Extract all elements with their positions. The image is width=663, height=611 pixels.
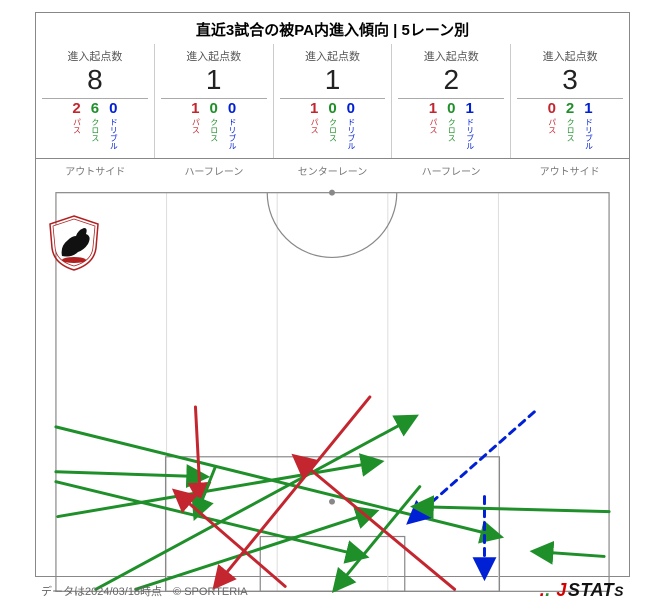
cross-arrow: [56, 472, 205, 477]
pass-count: 1: [429, 101, 437, 116]
chart-title: 直近3試合の被PA内進入傾向 | 5レーン別: [36, 13, 629, 44]
lane-total: 3: [517, 64, 623, 99]
lane-total: 1: [161, 64, 267, 99]
dribble-count: 1: [584, 101, 592, 116]
cross-arrow: [58, 462, 380, 517]
lane-name: アウトサイド: [510, 159, 629, 182]
cross-arrow: [415, 507, 609, 512]
pass-arrow: [215, 397, 369, 586]
cross-count: 0: [210, 101, 218, 116]
lane-stat: 進入起点数 8 2 パス 6 クロス 0 ドリブル: [36, 44, 154, 158]
lane-name: ハーフレーン: [392, 159, 511, 182]
lane-stat: 進入起点数 1 1 パス 0 クロス 0 ドリブル: [273, 44, 392, 158]
cross-label: クロス: [210, 118, 218, 142]
pitch-area: [36, 182, 629, 602]
lane-stat: 進入起点数 3 0 パス 2 クロス 1 ドリブル: [510, 44, 629, 158]
cross-arrow: [534, 551, 604, 556]
lane-stat-label: 進入起点数: [517, 48, 623, 64]
pass-label: パス: [73, 118, 81, 134]
dribble-label: ドリブル: [584, 118, 592, 150]
lane-breakdown: 1 パス 0 クロス 1 ドリブル: [398, 101, 504, 150]
team-logo: [48, 214, 100, 272]
lane-name: ハーフレーン: [155, 159, 274, 182]
lane-total: 2: [398, 64, 504, 99]
dribble-count: 0: [347, 101, 355, 116]
cross-label: クロス: [566, 118, 574, 142]
lane-stats-row: 進入起点数 8 2 パス 6 クロス 0 ドリブル 進入起点数 1 1 パス: [36, 44, 629, 159]
cross-label: クロス: [328, 118, 336, 142]
lane-names-row: アウトサイドハーフレーンセンターレーンハーフレーンアウトサイド: [36, 159, 629, 182]
dribble-count: 1: [465, 101, 473, 116]
lane-breakdown: 1 パス 0 クロス 0 ドリブル: [161, 101, 267, 150]
dribble-arrow: [410, 412, 535, 522]
pitch-svg: [36, 182, 629, 602]
dribble-count: 0: [109, 101, 117, 116]
lane-total: 1: [280, 64, 386, 99]
lane-breakdown: 1 パス 0 クロス 0 ドリブル: [280, 101, 386, 150]
pass-arrow: [295, 457, 454, 590]
cross-label: クロス: [447, 118, 455, 142]
cross-label: クロス: [91, 118, 99, 142]
pass-count: 1: [310, 101, 318, 116]
dribble-label: ドリブル: [228, 118, 236, 150]
brand-logo: .. JSTATS: [540, 580, 624, 601]
pass-label: パス: [191, 118, 199, 134]
lane-stat: 進入起点数 2 1 パス 0 クロス 1 ドリブル: [391, 44, 510, 158]
lane-stat-label: 進入起点数: [280, 48, 386, 64]
lane-stat-label: 進入起点数: [398, 48, 504, 64]
lane-name: センターレーン: [273, 159, 392, 182]
lane-stat: 進入起点数 1 1 パス 0 クロス 0 ドリブル: [154, 44, 273, 158]
cross-count: 6: [91, 101, 99, 116]
lane-total: 8: [42, 64, 148, 99]
pass-count: 0: [548, 101, 556, 116]
cross-count: 2: [566, 101, 574, 116]
pass-label: パス: [548, 118, 556, 134]
lane-stat-label: 進入起点数: [161, 48, 267, 64]
chart-frame: 直近3試合の被PA内進入傾向 | 5レーン別 進入起点数 8 2 パス 6 クロ…: [35, 12, 630, 577]
footer-text: データは2024/03/18時点 © SPORTERIA: [41, 583, 248, 599]
dribble-count: 0: [228, 101, 236, 116]
lane-name: アウトサイド: [36, 159, 155, 182]
pass-count: 2: [72, 101, 80, 116]
pass-count: 1: [191, 101, 199, 116]
pass-label: パス: [310, 118, 318, 134]
dribble-label: ドリブル: [347, 118, 355, 150]
lane-stat-label: 進入起点数: [42, 48, 148, 64]
dribble-label: ドリブル: [466, 118, 474, 150]
lane-breakdown: 2 パス 6 クロス 0 ドリブル: [42, 101, 148, 150]
pass-arrow: [195, 407, 200, 502]
cross-count: 0: [447, 101, 455, 116]
dribble-label: ドリブル: [109, 118, 117, 150]
lane-breakdown: 0 パス 2 クロス 1 ドリブル: [517, 101, 623, 150]
footer: データは2024/03/18時点 © SPORTERIA .. JSTATS: [35, 580, 630, 601]
pass-label: パス: [429, 118, 437, 134]
cross-count: 0: [328, 101, 336, 116]
